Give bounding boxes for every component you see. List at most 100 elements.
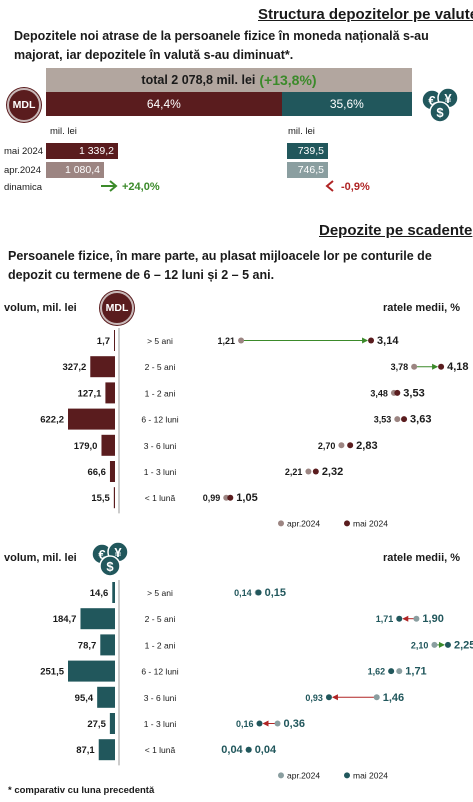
mdl-category-label: 2 - 5 ani <box>145 362 176 372</box>
row-label-apr: apr.2024 <box>4 165 41 176</box>
total-label: total 2 078,8 mil. lei <box>141 73 256 87</box>
svg-text:€: € <box>98 547 105 562</box>
fx-legend-cur: mai 2024 <box>353 770 388 780</box>
arrow-right-icon <box>101 180 118 192</box>
fx-point-cur <box>255 589 262 596</box>
mdl-label-cur: 3,63 <box>410 414 431 426</box>
currency-exchange-icon-2: € ¥ $ <box>91 541 129 577</box>
arrow-left-icon <box>325 180 334 192</box>
mdl-legend-cur: mai 2024 <box>353 518 388 528</box>
fx-volume-label: 95,4 <box>75 693 94 704</box>
section2-title: Depozite pe scadente <box>319 222 473 239</box>
mdl-volume-bar <box>101 434 115 456</box>
mdl-category-label: 1 - 2 ani <box>145 388 176 398</box>
mdl-rates-label: ratele medii, % <box>383 302 461 314</box>
fx-label-prev: 1,46 <box>383 692 404 704</box>
svg-text:$: $ <box>436 105 444 120</box>
svg-text:$: $ <box>106 559 114 574</box>
unit-right: mil. lei <box>288 126 315 137</box>
mdl-point-prev <box>411 363 418 370</box>
dynamics-fx: -0,9% <box>341 181 370 193</box>
fx-label-cur: 0,04 <box>255 744 277 756</box>
fx-change-arrow <box>438 641 445 648</box>
fx-legend-cur-marker <box>344 772 350 779</box>
fx-point-cur <box>325 694 332 701</box>
mdl-may-value: 1 339,2 <box>46 143 118 159</box>
footnote: * comparativ cu luna precedentă <box>8 785 155 796</box>
mdl-volume-label: 179,0 <box>74 441 98 452</box>
fx-category-label: < 1 lună <box>145 745 176 755</box>
mdl-label-cur: 2,32 <box>322 466 343 478</box>
fx-label-prev: 2,10 <box>411 640 429 650</box>
mdl-point-prev <box>338 442 345 449</box>
mdl-point-cur <box>394 389 401 396</box>
mdl-volume-label: 327,2 <box>63 362 87 373</box>
fx-volume-bar <box>98 739 115 761</box>
fx-legend-prev: apr.2024 <box>287 770 320 780</box>
fx-point-cur <box>396 615 403 622</box>
mdl-label-prev: 3,78 <box>391 362 409 372</box>
fx-point-cur <box>388 668 395 675</box>
fx-point-cur <box>245 746 252 753</box>
mdl-point-cur <box>312 468 319 475</box>
svg-text:¥: ¥ <box>114 545 122 560</box>
fx-category-label: 1 - 2 ani <box>145 640 176 650</box>
fx-change-arrow <box>402 615 409 622</box>
mdl-volume-label: 1,7 <box>97 336 110 347</box>
mdl-volume-bar <box>90 356 115 378</box>
mdl-legend-cur-marker <box>344 520 350 527</box>
fx-label-cur: 0,16 <box>236 719 254 729</box>
mdl-category-label: < 1 lună <box>145 493 176 503</box>
fx-label-cur: 1,71 <box>376 614 394 624</box>
fx-label-prev: 1,90 <box>422 613 443 625</box>
fx-point-cur <box>444 641 451 648</box>
share-fx-bar: 35,6% <box>281 92 412 116</box>
fx-label-cur: 2,25 <box>454 639 473 651</box>
fx-rates-label: ratele medii, % <box>383 552 461 564</box>
fx-change-arrow <box>331 694 338 701</box>
mdl-volume-bar <box>109 461 115 482</box>
mdl-category-label: 3 - 6 luni <box>144 441 177 451</box>
mdl-label-prev: 3,48 <box>370 388 388 398</box>
mdl-label-cur: 3,53 <box>403 387 424 399</box>
mdl-point-prev <box>394 416 401 423</box>
mdl-volume-bar <box>105 382 115 404</box>
fx-label-cur: 1,62 <box>368 667 386 677</box>
mdl-category-label: 6 - 12 luni <box>141 415 178 425</box>
fx-point-prev <box>431 641 438 648</box>
dynamics-mdl: +24,0% <box>122 181 160 193</box>
fx-maturity-chart: 14,6 > 5 ani 0,14 0,15 184,7 2 - 5 ani 1,90 1,7… <box>40 580 473 780</box>
fx-point-prev <box>274 720 281 727</box>
mdl-label-prev: 2,70 <box>318 441 336 451</box>
mdl-legend-prev: apr.2024 <box>287 518 320 528</box>
mdl-change-arrow <box>362 337 369 344</box>
fx-category-label: 3 - 6 luni <box>144 693 177 703</box>
mdl-point-cur <box>227 494 234 501</box>
mdl-point-cur <box>401 416 408 423</box>
fx-point-cur <box>256 720 263 727</box>
fx-label-prev: 1,71 <box>405 666 426 678</box>
mdl-category-label: > 5 ani <box>147 336 173 346</box>
fx-change-arrow <box>262 720 269 727</box>
fx-label-prev: 0,04 <box>221 744 243 756</box>
fx-volume-bar <box>97 686 115 708</box>
mdl-volume-bar <box>68 408 115 430</box>
fx-category-label: 6 - 12 luni <box>141 667 178 677</box>
fx-volume-label: 184,7 <box>53 614 77 625</box>
fx-volume-label: 14,6 <box>90 588 109 599</box>
svg-text:¥: ¥ <box>444 91 452 106</box>
dynamics-label: dinamica <box>4 182 43 193</box>
mdl-point-cur <box>438 363 445 370</box>
fx-category-label: > 5 ani <box>147 588 173 598</box>
mdl-label-cur: 3,14 <box>377 335 399 347</box>
mdl-point-prev <box>305 468 312 475</box>
mdl-label-prev: 0,99 <box>203 493 221 503</box>
fx-volume-label: volum, mil. lei <box>4 552 77 564</box>
mdl-apr-value: 1 080,4 <box>46 162 104 178</box>
mdl-volume-label: 15,5 <box>91 493 110 504</box>
mdl-chart-badge: MDL <box>100 291 134 325</box>
fx-legend-prev-marker <box>278 772 284 779</box>
fx-may-value: 739,5 <box>287 143 328 159</box>
mdl-category-label: 1 - 3 luni <box>144 467 177 477</box>
mdl-volume-bar <box>114 330 115 351</box>
